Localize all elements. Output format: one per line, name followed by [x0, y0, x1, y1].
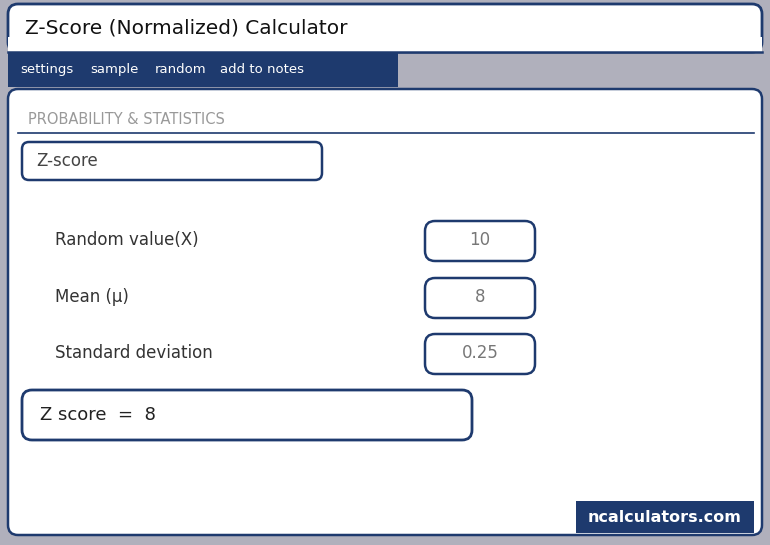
Text: Standard deviation: Standard deviation: [55, 344, 213, 362]
Text: Z score  =  8: Z score = 8: [40, 406, 156, 424]
FancyBboxPatch shape: [425, 278, 535, 318]
Text: PROBABILITY & STATISTICS: PROBABILITY & STATISTICS: [28, 112, 225, 126]
Text: random: random: [155, 63, 206, 76]
FancyBboxPatch shape: [425, 221, 535, 261]
Text: Mean (μ): Mean (μ): [55, 288, 129, 306]
Bar: [8, 37, 762, 52]
FancyBboxPatch shape: [8, 89, 762, 535]
FancyBboxPatch shape: [8, 52, 398, 87]
Text: 10: 10: [470, 231, 490, 249]
Text: Z-score: Z-score: [36, 152, 98, 170]
FancyBboxPatch shape: [8, 4, 762, 52]
Text: add to notes: add to notes: [220, 63, 304, 76]
FancyBboxPatch shape: [22, 142, 322, 180]
FancyBboxPatch shape: [22, 390, 472, 440]
Bar: [576, 501, 754, 533]
Text: Z-Score (Normalized) Calculator: Z-Score (Normalized) Calculator: [25, 19, 347, 38]
Text: settings: settings: [20, 63, 73, 76]
FancyBboxPatch shape: [425, 334, 535, 374]
Text: sample: sample: [90, 63, 139, 76]
Text: 0.25: 0.25: [461, 344, 498, 362]
Text: ncalculators.com: ncalculators.com: [588, 510, 742, 524]
Text: 8: 8: [475, 288, 485, 306]
Bar: [8, 52, 398, 87]
Text: Random value(X): Random value(X): [55, 231, 199, 249]
